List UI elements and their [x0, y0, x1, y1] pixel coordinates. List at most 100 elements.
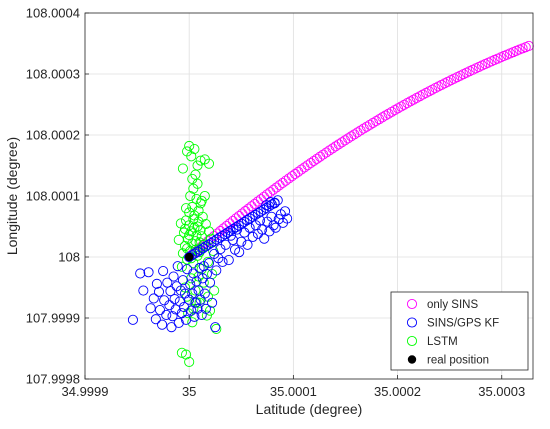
- series-real-position: [184, 252, 194, 262]
- legend-marker-real-position: [407, 355, 417, 364]
- point-lstm: [190, 236, 201, 247]
- point-sins-gps-kf: [268, 220, 279, 231]
- point-lstm: [209, 285, 220, 296]
- point-sins-gps-kf: [190, 297, 201, 308]
- x-tick-label: 34.9999: [62, 384, 109, 399]
- point-sins-gps-kf: [214, 232, 225, 243]
- point-only-sins: [358, 123, 369, 134]
- point-lstm: [200, 219, 211, 230]
- point-sins-gps-kf: [211, 234, 222, 245]
- point-sins-gps-kf: [217, 256, 228, 267]
- point-lstm: [184, 229, 195, 241]
- point-sins-gps-kf: [210, 322, 221, 333]
- legend-label-sins-gps-kf: SINS/GPS KF: [427, 318, 499, 330]
- y-tick-label: 108.0004: [26, 6, 80, 21]
- point-lstm: [206, 233, 217, 244]
- point-sins-gps-kf: [167, 311, 178, 322]
- point-only-sins: [523, 40, 534, 51]
- point-sins-gps-kf: [199, 288, 210, 299]
- point-sins-gps-kf: [282, 213, 293, 224]
- point-lstm: [198, 239, 209, 250]
- point-sins-gps-kf: [151, 278, 162, 289]
- y-axis-label: Longitude (degree): [4, 137, 20, 255]
- y-tick-label: 108.0001: [26, 189, 80, 204]
- point-lstm: [184, 140, 195, 152]
- point-lstm: [181, 203, 192, 214]
- point-lstm: [189, 143, 200, 155]
- point-only-sins: [243, 203, 254, 214]
- legend-marker-sins-gps-kf: [406, 317, 418, 328]
- point-sins-gps-kf: [225, 225, 236, 236]
- point-sins-gps-kf: [153, 286, 165, 297]
- point-sins-gps-kf: [150, 314, 161, 325]
- point-lstm: [182, 291, 193, 302]
- y-tick-label: 108.0003: [26, 67, 80, 82]
- point-lstm: [187, 317, 198, 328]
- point-lstm: [177, 163, 188, 174]
- point-sins-gps-kf: [203, 258, 215, 269]
- point-sins-gps-kf: [145, 303, 156, 314]
- y-tick-label: 108: [58, 250, 80, 265]
- point-lstm: [203, 158, 215, 169]
- point-sins-gps-kf: [265, 197, 276, 208]
- point-lstm: [195, 225, 206, 236]
- series: [127, 40, 534, 367]
- point-sins-gps-kf: [187, 288, 198, 299]
- point-only-sins: [367, 117, 379, 128]
- point-sins-gps-kf: [206, 237, 217, 249]
- point-real-position: [184, 252, 194, 262]
- legend-marker-only-sins: [406, 298, 418, 310]
- point-sins-gps-kf: [208, 236, 220, 247]
- point-lstm: [187, 173, 198, 184]
- point-sins-gps-kf: [203, 239, 214, 250]
- point-sins-gps-kf: [217, 230, 228, 242]
- point-sins-gps-kf: [222, 227, 233, 238]
- y-tick-label: 107.9999: [26, 311, 80, 326]
- point-sins-gps-kf: [234, 247, 245, 258]
- point-sins-gps-kf: [242, 215, 253, 226]
- point-lstm: [173, 234, 184, 245]
- point-sins-gps-kf: [168, 271, 179, 282]
- point-lstm: [192, 160, 203, 171]
- point-sins-gps-kf: [220, 239, 231, 250]
- point-sins-gps-kf: [161, 309, 172, 321]
- point-sins-gps-kf: [239, 216, 250, 228]
- point-sins-gps-kf: [211, 265, 222, 276]
- point-lstm: [186, 151, 197, 162]
- point-sins-gps-kf: [158, 265, 169, 277]
- point-sins-gps-kf: [269, 198, 280, 209]
- point-sins-gps-kf: [127, 314, 138, 325]
- point-only-sins: [361, 121, 372, 132]
- point-sins-gps-kf: [247, 231, 258, 242]
- point-sins-gps-kf: [279, 206, 291, 217]
- point-lstm: [185, 190, 196, 202]
- y-tick-label: 108.0002: [26, 128, 80, 143]
- point-sins-gps-kf: [195, 244, 206, 256]
- point-sins-gps-kf: [244, 222, 255, 233]
- point-sins-gps-kf: [197, 243, 209, 254]
- point-sins-gps-kf: [272, 195, 283, 206]
- x-tick-label: 35.0003: [478, 384, 525, 399]
- legend-marker-lstm: [406, 335, 418, 347]
- point-lstm: [201, 310, 212, 321]
- point-sins-gps-kf: [227, 234, 238, 245]
- point-lstm: [199, 190, 210, 202]
- point-sins-gps-kf: [228, 223, 239, 235]
- point-sins-gps-kf: [169, 294, 180, 305]
- point-sins-gps-kf: [236, 236, 247, 247]
- point-sins-gps-kf: [186, 305, 197, 316]
- legend: only SINS SINS/GPS KF LSTM real position: [390, 291, 529, 371]
- point-sins-gps-kf: [200, 241, 211, 252]
- point-lstm: [176, 261, 187, 272]
- point-sins-gps-kf: [135, 268, 146, 279]
- point-sins-gps-kf: [143, 267, 154, 278]
- legend-label-only-sins: only SINS: [427, 299, 478, 311]
- point-sins-gps-kf: [154, 305, 166, 316]
- point-only-sins: [364, 119, 375, 130]
- point-sins-gps-kf: [192, 246, 203, 257]
- point-sins-gps-kf: [148, 293, 159, 304]
- point-lstm: [188, 303, 199, 314]
- point-sins-gps-kf: [219, 229, 231, 240]
- point-sins-gps-kf: [184, 294, 195, 305]
